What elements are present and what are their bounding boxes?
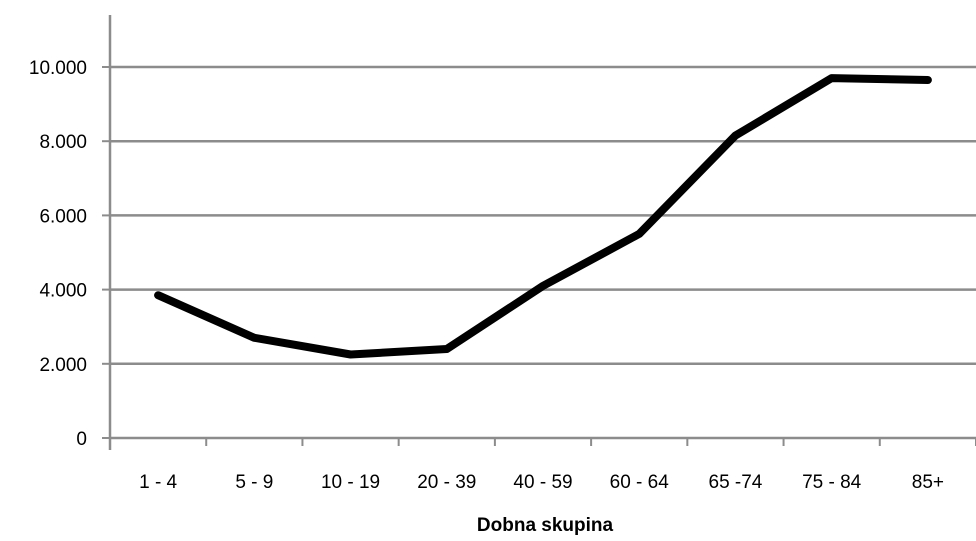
y-tick-label: 0	[76, 429, 87, 450]
x-axis-title: Dobna skupina	[477, 515, 614, 536]
x-tick-label: 75 - 84	[802, 472, 862, 493]
series-group	[154, 74, 932, 359]
x-tick-label: 85+	[912, 472, 944, 493]
y-tick-label: 2.000	[39, 355, 87, 376]
data-point	[350, 354, 352, 356]
y-tick-label: 10.000	[29, 58, 87, 79]
axes	[102, 15, 976, 450]
x-tick-label: 60 - 64	[610, 472, 670, 493]
x-tick-label: 5 - 9	[235, 472, 273, 493]
x-tick-labels: 1 - 4 5 - 9 10 - 19 20 - 39 40 - 59 60 - 64 65…	[139, 472, 944, 493]
y-tick-labels: 0 2.000 4.000 6.000 8.000 10.000	[29, 58, 87, 450]
data-point	[831, 77, 833, 79]
data-point	[253, 337, 255, 339]
x-tick-label: 65 -74	[709, 472, 763, 493]
y-tick-label: 8.000	[39, 132, 87, 153]
x-tick-label: 10 - 19	[321, 472, 380, 493]
gridlines	[110, 65, 976, 366]
data-point	[446, 348, 448, 350]
data-point	[542, 285, 544, 287]
x-tick-label: 40 - 59	[513, 472, 572, 493]
y-tick-label: 4.000	[39, 281, 87, 302]
x-tick-label: 1 - 4	[139, 472, 177, 493]
data-point	[734, 135, 736, 137]
data-point	[638, 233, 640, 235]
y-tick-label: 6.000	[39, 206, 87, 227]
x-tick-label: 20 - 39	[417, 472, 476, 493]
data-point	[927, 79, 929, 81]
data-point	[157, 294, 159, 296]
